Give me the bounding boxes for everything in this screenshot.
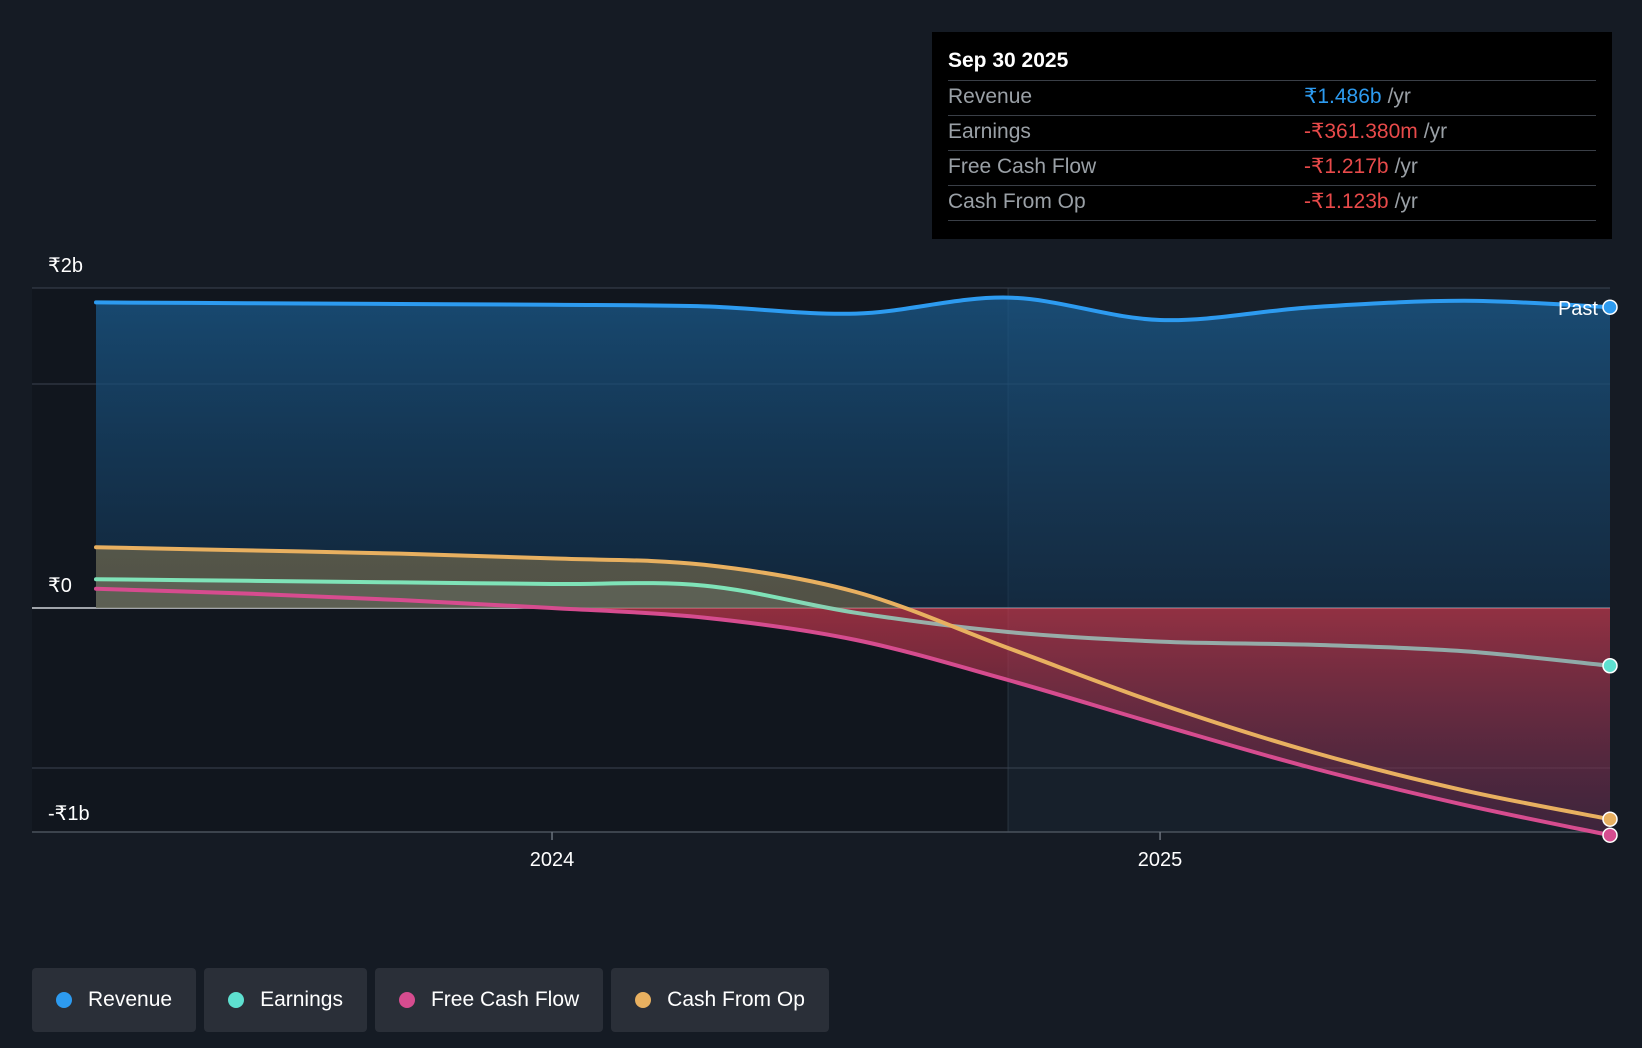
revenue-area <box>96 297 1610 608</box>
tooltip-row-earnings: Earnings -₹361.380m /yr <box>948 115 1596 150</box>
tooltip-row-unit: /yr <box>1387 85 1411 108</box>
earnings-end-marker <box>1602 658 1618 674</box>
fcf-negative-area <box>96 608 1610 832</box>
past-label: Past <box>1558 298 1598 320</box>
tooltip-row-value: -₹1.123b <box>1304 190 1389 213</box>
tooltip-row-label: Revenue <box>948 85 1033 108</box>
tooltip-row-value: -₹1.217b <box>1304 155 1389 178</box>
tooltip-row-free-cash-flow: Free Cash Flow -₹1.217b /yr <box>948 150 1596 185</box>
tooltip-row-unit: /yr <box>1394 155 1418 178</box>
x-tick-label: 2024 <box>530 849 575 871</box>
legend-label: Free Cash Flow <box>430 988 580 1011</box>
tooltip-row-revenue: Revenue ₹1.486b /yr <box>948 80 1596 115</box>
tooltip-row-unit: /yr <box>1423 120 1448 143</box>
tooltip-row-label: Earnings <box>948 120 1031 143</box>
tooltip-row-value: -₹361.380m <box>1304 120 1418 143</box>
legend-item-cash-from-op[interactable]: Cash From Op <box>611 968 829 1032</box>
axis-labels: ₹2b ₹0 -₹1b 2024 2025 Past <box>48 255 1598 871</box>
legend-label: Earnings <box>260 988 343 1011</box>
tooltip-row-unit: /yr <box>1394 190 1418 213</box>
earnings-line <box>94 577 1612 668</box>
series-lines <box>94 295 1612 838</box>
revenue-end-marker <box>1602 299 1618 315</box>
free-cash-flow-end-marker <box>1602 827 1618 843</box>
legend-item-free-cash-flow[interactable]: Free Cash Flow <box>374 968 604 1032</box>
y-tick-label: ₹2b <box>48 255 83 277</box>
y-tick-label: -₹1b <box>48 803 90 825</box>
tooltip-panel: Sep 30 2025 Revenue ₹1.486b /yr Earnings… <box>932 32 1612 239</box>
legend: Revenue Earnings Free Cash Flow Cash Fro… <box>32 968 829 1032</box>
free-cash-flow-line <box>94 586 1612 838</box>
tooltip-row-value: ₹1.486b <box>1304 85 1382 108</box>
legend-dot-icon <box>228 992 245 1008</box>
revenue-line <box>94 295 1612 323</box>
tooltip-row-cash-from-op: Cash From Op -₹1.123b /yr <box>948 185 1596 221</box>
tooltip-date: Sep 30 2025 <box>948 49 1069 72</box>
legend-dot-icon <box>398 992 415 1008</box>
cash-from-op-line <box>94 545 1612 822</box>
legend-item-revenue[interactable]: Revenue <box>32 968 197 1032</box>
y-tick-label: ₹0 <box>48 575 72 597</box>
cash-from-op-end-marker <box>1602 811 1618 827</box>
legend-item-earnings[interactable]: Earnings <box>204 968 367 1032</box>
series-areas <box>96 297 1610 832</box>
cfo-positive-area <box>96 547 1610 608</box>
tooltip-row-label: Free Cash Flow <box>948 155 1097 178</box>
x-tick-label: 2025 <box>1138 849 1183 871</box>
tooltip-row-label: Cash From Op <box>948 190 1086 213</box>
legend-dot-icon <box>56 992 72 1008</box>
earnings-positive-area <box>96 579 1610 608</box>
legend-label: Cash From Op <box>667 988 805 1011</box>
series-end-markers <box>1602 299 1618 843</box>
legend-label: Revenue <box>88 988 173 1011</box>
legend-dot-icon <box>635 992 652 1008</box>
